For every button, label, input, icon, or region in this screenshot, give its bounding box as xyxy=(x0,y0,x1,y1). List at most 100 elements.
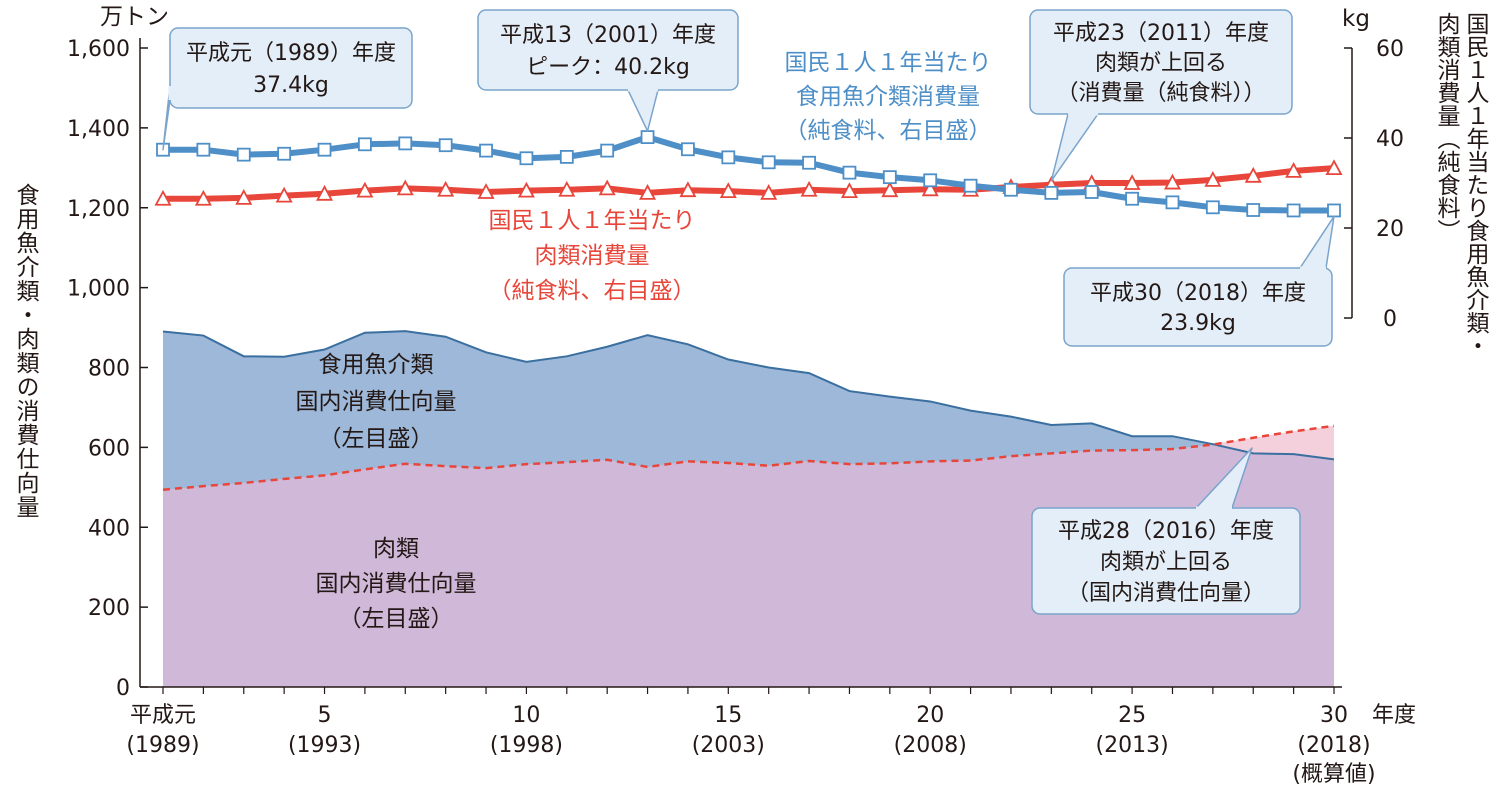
meat-per-capita-point xyxy=(396,179,414,196)
meat-per-capita-point xyxy=(881,181,899,198)
callout-tail xyxy=(1299,215,1335,269)
meat-area-label: 肉類 xyxy=(373,536,419,562)
right-tick-label: 60 xyxy=(1376,37,1404,62)
fish-per-capita-point xyxy=(600,143,615,158)
callout-tail xyxy=(627,89,659,132)
callout-box xyxy=(477,9,739,91)
meat-per-capita-line xyxy=(163,165,1335,202)
left-tick-label: 1,600 xyxy=(67,37,130,62)
meat-per-capita-point xyxy=(437,180,455,197)
x-axis-unit: 年度 xyxy=(1372,703,1416,728)
fish-line-label: 食用魚介類消費量 xyxy=(796,84,980,110)
callout-tail xyxy=(1050,113,1099,182)
lines-layer xyxy=(154,130,1343,218)
callout-text: 37.4kg xyxy=(253,73,329,98)
callout-text: 平成30（2018）年度 xyxy=(1090,281,1306,306)
meat-per-capita-point xyxy=(316,184,334,201)
fish-per-capita-point xyxy=(923,173,938,188)
callout-box xyxy=(1063,267,1333,347)
x-tick-label: 15 xyxy=(714,703,742,728)
fish-per-capita-point xyxy=(882,170,897,185)
x-tick-label: 30 xyxy=(1320,703,1348,728)
callout-text: 平成23（2011）年度 xyxy=(1053,21,1269,46)
right-axis-title-1: 国民１人１年当たり食用魚介類・ xyxy=(1462,12,1490,357)
x-tick-label: 25 xyxy=(1118,703,1146,728)
fish-per-capita-point xyxy=(1205,200,1220,215)
fish-per-capita-point xyxy=(681,142,695,157)
left-tick-label: 600 xyxy=(88,436,130,461)
callout-text: 肉類が上回る xyxy=(1095,51,1227,76)
fish-per-capita-point xyxy=(317,142,332,157)
fish-supply-outline xyxy=(162,330,1335,461)
meat-per-capita-point xyxy=(921,180,939,197)
fish-per-capita-point xyxy=(1327,203,1341,218)
right-tick-label: 20 xyxy=(1376,217,1404,242)
fish-per-capita-point xyxy=(1004,182,1018,197)
meat-per-capita-point xyxy=(517,181,535,198)
fish-per-capita-point xyxy=(1286,203,1301,218)
meat-per-capita-point xyxy=(1163,173,1181,190)
fish-per-capita-point xyxy=(1165,195,1180,210)
x-tick-label: 平成元 xyxy=(130,703,196,728)
callout-c2018: 平成30（2018）年度 23.9kg xyxy=(1063,215,1335,347)
meat-per-capita-point xyxy=(760,184,778,200)
meat-per-capita-point xyxy=(1325,159,1343,176)
right-axis-unit: kg xyxy=(1342,6,1370,32)
left-tick-label: 400 xyxy=(88,516,130,541)
left-tick-label: 1,200 xyxy=(67,197,130,222)
fish-per-capita-point xyxy=(721,150,736,165)
meat-per-capita-point xyxy=(477,183,495,199)
fish-per-capita-point xyxy=(196,142,211,157)
fish-per-capita-point xyxy=(519,151,534,166)
meat-per-capita-point xyxy=(194,189,212,206)
left-tick-label: 1,400 xyxy=(67,117,130,142)
fish-line-label: 国民１人１年当たり xyxy=(785,50,992,76)
x-tick-sublabel: (1998) xyxy=(490,733,563,758)
fish-per-capita-point xyxy=(357,137,372,152)
meat-supply-dashed-line xyxy=(162,424,1335,491)
x-tick-label: 10 xyxy=(512,703,540,728)
meat-line-label: （純食料、右目盛） xyxy=(489,278,696,304)
fish-per-capita-point xyxy=(1084,185,1099,199)
fish-per-capita-point xyxy=(479,143,493,158)
fish-per-capita-point xyxy=(1125,191,1140,206)
fish-per-capita-point xyxy=(802,155,816,170)
callout-text: ピーク：40.2kg xyxy=(526,55,690,80)
meat-per-capita-point xyxy=(719,182,737,199)
meat-per-capita-point xyxy=(639,184,657,200)
meat-per-capita-point xyxy=(356,181,374,198)
fish-per-capita-point xyxy=(277,146,292,161)
meat-per-capita-point xyxy=(598,179,616,196)
callout-text: （国内消費仕向量） xyxy=(1067,581,1265,606)
meat-per-capita-point xyxy=(1204,170,1222,187)
callout-text: 平成元（1989）年度 xyxy=(186,41,396,66)
meat-line-label: 肉類消費量 xyxy=(535,243,650,269)
fish-per-capita-point xyxy=(236,147,251,162)
left-axis-title: 食用魚介類・肉類の消費仕向量 xyxy=(12,183,40,519)
callout-text: 平成13（2001）年度 xyxy=(500,23,716,48)
meat-per-capita-point xyxy=(840,182,858,199)
meat-per-capita-point xyxy=(154,189,172,206)
x-tick-sublabel: (1993) xyxy=(288,733,361,758)
fish-per-capita-point xyxy=(438,138,453,153)
fish-per-capita-point xyxy=(559,149,574,164)
x-tick-label: 20 xyxy=(916,703,944,728)
meat-per-capita-point xyxy=(235,188,253,205)
meat-per-capita-point xyxy=(800,180,818,197)
right-axis-title-2: 肉類消費量（純食料） xyxy=(1433,12,1461,242)
meat-per-capita-point xyxy=(558,180,576,197)
meat-line-label: 国民１人１年当たり xyxy=(489,208,696,234)
x-tick-sublabel: (1989) xyxy=(126,733,199,758)
right-tick-label: 0 xyxy=(1383,307,1397,332)
right-tick-label: 40 xyxy=(1376,127,1404,152)
x-tick-sublabel-2: (概算値) xyxy=(1292,762,1375,787)
callout-box xyxy=(169,27,413,109)
left-tick-label: 200 xyxy=(88,596,130,621)
axes-layer: 02004006008001,0001,2001,4001,600万トン食用魚介… xyxy=(12,4,1490,787)
callout-box xyxy=(1029,9,1293,115)
callout-text: 23.9kg xyxy=(1160,311,1236,336)
fish-per-capita-line xyxy=(163,134,1334,214)
meat-per-capita-point xyxy=(275,186,293,203)
